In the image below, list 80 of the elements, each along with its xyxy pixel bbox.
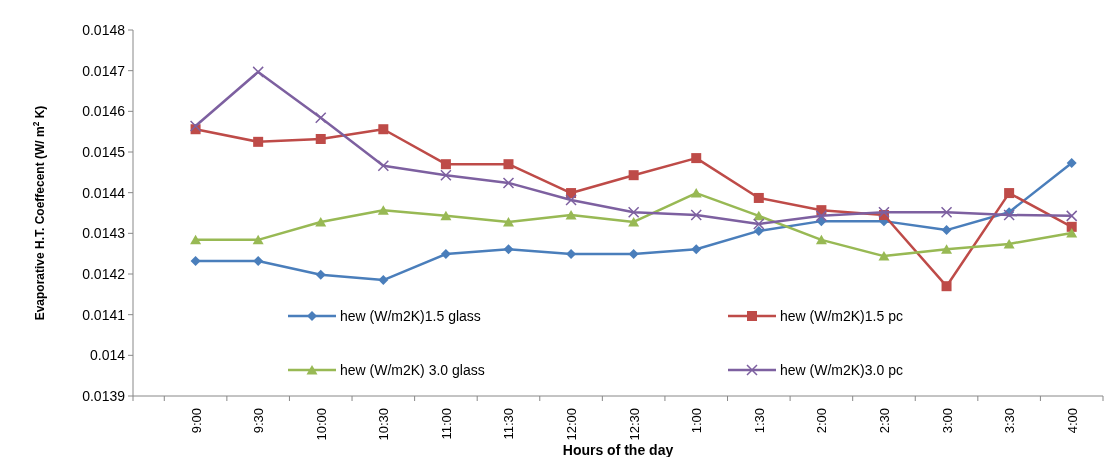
point (440, 169, 452, 181)
x-tick-label: 2:30 (876, 408, 892, 434)
x-tick-label: 9:00 (188, 408, 204, 434)
x-tick-label: 10:00 (313, 408, 329, 441)
y-tick-label: 0.0146 (82, 103, 126, 120)
point (815, 210, 828, 222)
point (377, 205, 389, 215)
y-tick-label: 0.014 (89, 347, 126, 364)
y-tick-label: 0.0139 (82, 387, 126, 404)
point (941, 244, 953, 254)
point (315, 269, 326, 280)
point (565, 194, 577, 206)
point (1066, 157, 1077, 168)
y-tick-label: 0.0142 (82, 265, 126, 282)
point (941, 225, 952, 236)
point (753, 218, 765, 230)
point (440, 249, 451, 260)
x-tick-label: 3:30 (1002, 408, 1018, 434)
x-tick-label: 2:00 (814, 408, 830, 434)
point (503, 159, 514, 170)
point (440, 210, 452, 221)
point (1004, 188, 1015, 199)
legend-label: hew (W/m2K) 3.0 glass (340, 361, 485, 378)
point (502, 216, 514, 227)
point (190, 234, 202, 245)
point (878, 206, 890, 218)
point (940, 206, 953, 218)
point (252, 66, 264, 78)
x-tick-label: 12:30 (626, 408, 642, 441)
point (1003, 238, 1015, 249)
point (878, 251, 890, 261)
point (189, 120, 202, 132)
point (690, 209, 702, 221)
point (691, 244, 702, 255)
point (377, 160, 390, 172)
legend-label: hew (W/m2K)1.5 glass (340, 307, 481, 324)
y-tick-label: 0.0143 (82, 225, 126, 242)
point (252, 234, 264, 245)
point (941, 281, 952, 292)
x-tick-label: 11:00 (438, 408, 454, 440)
x-tick-label: 1:30 (751, 408, 767, 434)
legend-label: hew (W/m2K)1.5 pc (780, 307, 903, 324)
x-axis-title: Hours of the day (562, 442, 674, 458)
x-tick-label: 12:00 (564, 408, 580, 441)
point (815, 234, 827, 245)
x-tick-label: 9:30 (251, 408, 267, 434)
y-tick-label: 0.0147 (82, 62, 126, 79)
point (315, 216, 327, 227)
x-tick-label: 3:00 (939, 408, 955, 434)
point (691, 153, 702, 164)
point (253, 136, 264, 147)
point (253, 255, 264, 266)
point (753, 192, 764, 203)
point (627, 206, 640, 218)
point (1065, 210, 1078, 222)
x-tick-label: 1:00 (689, 408, 705, 434)
point (1066, 221, 1077, 232)
point (502, 177, 515, 189)
point (753, 225, 764, 236)
point (190, 255, 201, 266)
point (314, 112, 327, 124)
point (565, 210, 577, 220)
y-tick-label: 0.0144 (82, 184, 126, 201)
point (503, 244, 514, 255)
point (690, 188, 702, 198)
point (628, 170, 639, 181)
y-tick-label: 0.0145 (82, 143, 126, 160)
y-tick-label: 0.0141 (82, 306, 126, 323)
y-tick-label: 0.0148 (82, 21, 126, 38)
legend-label: hew (W/m2K)3.0 pc (780, 361, 903, 378)
x-tick-label: 11:30 (501, 408, 517, 440)
point (628, 216, 640, 227)
point (378, 124, 389, 135)
point (315, 133, 326, 144)
point (628, 249, 639, 260)
x-tick-label: 4:00 (1064, 408, 1080, 434)
point (378, 275, 389, 286)
x-tick-label: 10:30 (376, 408, 392, 441)
point (440, 159, 451, 170)
point (1066, 227, 1078, 238)
